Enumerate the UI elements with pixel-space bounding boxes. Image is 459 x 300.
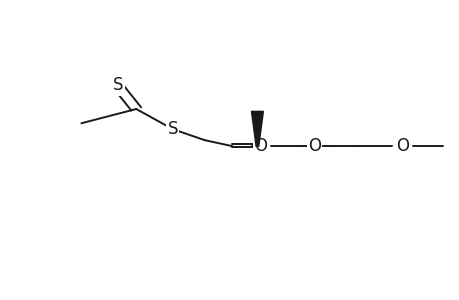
- Text: S: S: [112, 76, 123, 94]
- Text: O: O: [254, 137, 267, 155]
- Polygon shape: [251, 111, 263, 146]
- Text: S: S: [167, 120, 178, 138]
- Text: O: O: [396, 137, 409, 155]
- Text: O: O: [308, 137, 320, 155]
